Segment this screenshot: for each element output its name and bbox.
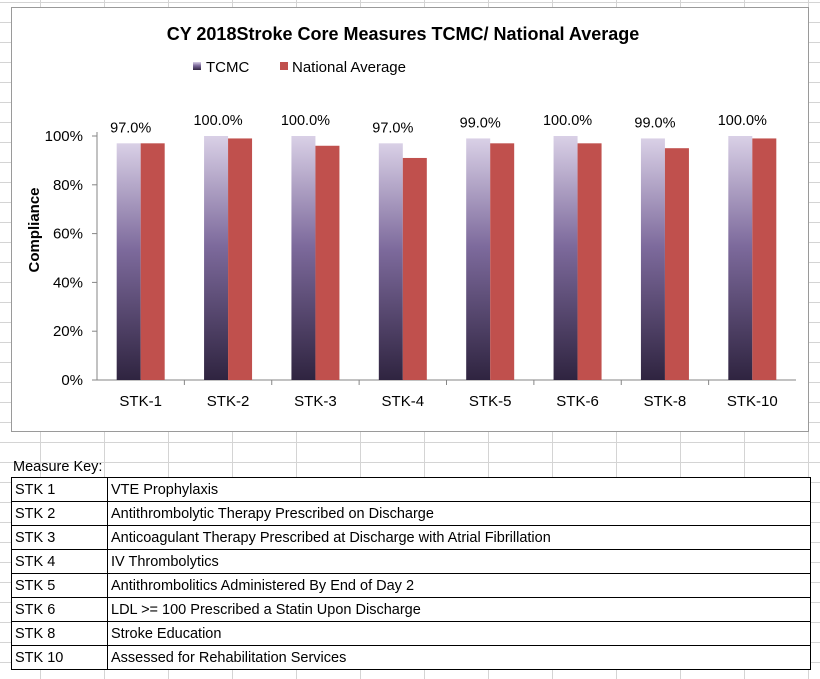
measure-description: Stroke Education: [107, 621, 811, 646]
table-row: STK 6 LDL >= 100 Prescribed a Statin Upon…: [11, 597, 811, 622]
data-label: 100.0%: [193, 113, 242, 129]
bar-tcmc: [204, 136, 229, 380]
bar-national-average: [664, 148, 689, 380]
bar-national-average: [228, 138, 253, 380]
table-row: STK 4 IV Thrombolytics: [11, 549, 811, 574]
bar-national-average: [315, 145, 340, 380]
measure-description: Antithrombolytic Therapy Prescribed on D…: [107, 501, 811, 526]
legend: TCMC National Average: [193, 59, 406, 76]
measure-code: STK 8: [11, 621, 108, 646]
data-label: 100.0%: [543, 113, 592, 129]
measure-description: Assessed for Rehabilitation Services: [107, 645, 811, 670]
bar-tcmc: [378, 143, 403, 380]
measure-code: STK 6: [11, 597, 108, 622]
legend-swatch-tcmc: [193, 62, 201, 70]
data-label: 100.0%: [718, 113, 767, 129]
x-tick-label: STK-2: [207, 393, 250, 410]
x-tick-label: STK-1: [119, 393, 162, 410]
bar-chart: CY 2018Stroke Core Measures TCMC/ Nation…: [26, 24, 796, 410]
y-tick-label: 80%: [53, 177, 83, 194]
bar-national-average: [490, 143, 515, 380]
bar-tcmc: [291, 136, 316, 380]
measure-description: Antithrombolitics Administered By End of…: [107, 573, 811, 598]
x-tick-label: STK-6: [556, 393, 599, 410]
bar-national-average: [752, 138, 777, 380]
bar-national-average: [402, 157, 427, 380]
chart-area: CY 2018Stroke Core Measures TCMC/ Nation…: [11, 7, 809, 432]
measure-code: STK 1: [11, 477, 108, 502]
bar-national-average: [140, 143, 165, 380]
measure-code: STK 10: [11, 645, 108, 670]
measure-key: Measure Key: STK 1 VTE Prophylaxis STK 2 An…: [11, 458, 811, 670]
measure-description: LDL >= 100 Prescribed a Statin Upon Disc…: [107, 597, 811, 622]
measure-code: STK 4: [11, 549, 108, 574]
x-tick-label: STK-5: [469, 393, 512, 410]
y-tick-label: 40%: [53, 274, 83, 291]
data-label: 100.0%: [281, 113, 330, 129]
data-label: 97.0%: [372, 120, 413, 136]
measure-code: STK 5: [11, 573, 108, 598]
legend-label-national-average: National Average: [292, 59, 406, 76]
plot-area: 0% 20% 40% 60% 80% 100% 97.0% STK-1 100.0% STK-2 1…: [45, 113, 796, 410]
data-label: 99.0%: [634, 115, 675, 131]
bar-tcmc: [116, 143, 141, 380]
measure-code: STK 3: [11, 525, 108, 550]
table-row: STK 1 VTE Prophylaxis: [11, 477, 811, 502]
measure-description: IV Thrombolytics: [107, 549, 811, 574]
data-label: 99.0%: [460, 115, 501, 131]
bar-national-average: [577, 143, 602, 380]
x-tick-label: STK-8: [644, 393, 687, 410]
table-row: STK 8 Stroke Education: [11, 621, 811, 646]
x-tick-label: STK-4: [382, 393, 425, 410]
x-tick-label: STK-3: [294, 393, 337, 410]
y-tick-label: 60%: [53, 226, 83, 243]
measure-code: STK 2: [11, 501, 108, 526]
measure-key-caption: Measure Key:: [13, 459, 103, 475]
table-row: STK 5 Antithrombolitics Administered By E…: [11, 573, 811, 598]
measure-key-table: STK 1 VTE Prophylaxis STK 2 Antithrombolyti…: [11, 477, 811, 670]
x-tick-label: STK-10: [727, 393, 778, 410]
y-tick-label: 0%: [61, 372, 83, 389]
measure-description: VTE Prophylaxis: [107, 477, 811, 502]
table-row: STK 2 Antithrombolytic Therapy Prescribed…: [11, 501, 811, 526]
data-label: 97.0%: [110, 120, 151, 136]
y-axis-label: Compliance: [26, 187, 43, 272]
table-row: STK 3 Anticoagulant Therapy Prescribed at…: [11, 525, 811, 550]
bar-tcmc: [466, 138, 491, 380]
legend-swatch-national-average: [280, 62, 288, 70]
table-row: STK 10 Assessed for Rehabilitation Servic…: [11, 645, 811, 670]
legend-label-tcmc: TCMC: [206, 59, 249, 76]
y-tick-label: 100%: [45, 128, 83, 145]
bar-tcmc: [728, 136, 753, 380]
bar-tcmc: [553, 136, 578, 380]
chart-title: CY 2018Stroke Core Measures TCMC/ Nation…: [167, 24, 640, 44]
bar-tcmc: [640, 138, 665, 380]
measure-description: Anticoagulant Therapy Prescribed at Disc…: [107, 525, 811, 550]
y-tick-label: 20%: [53, 323, 83, 340]
